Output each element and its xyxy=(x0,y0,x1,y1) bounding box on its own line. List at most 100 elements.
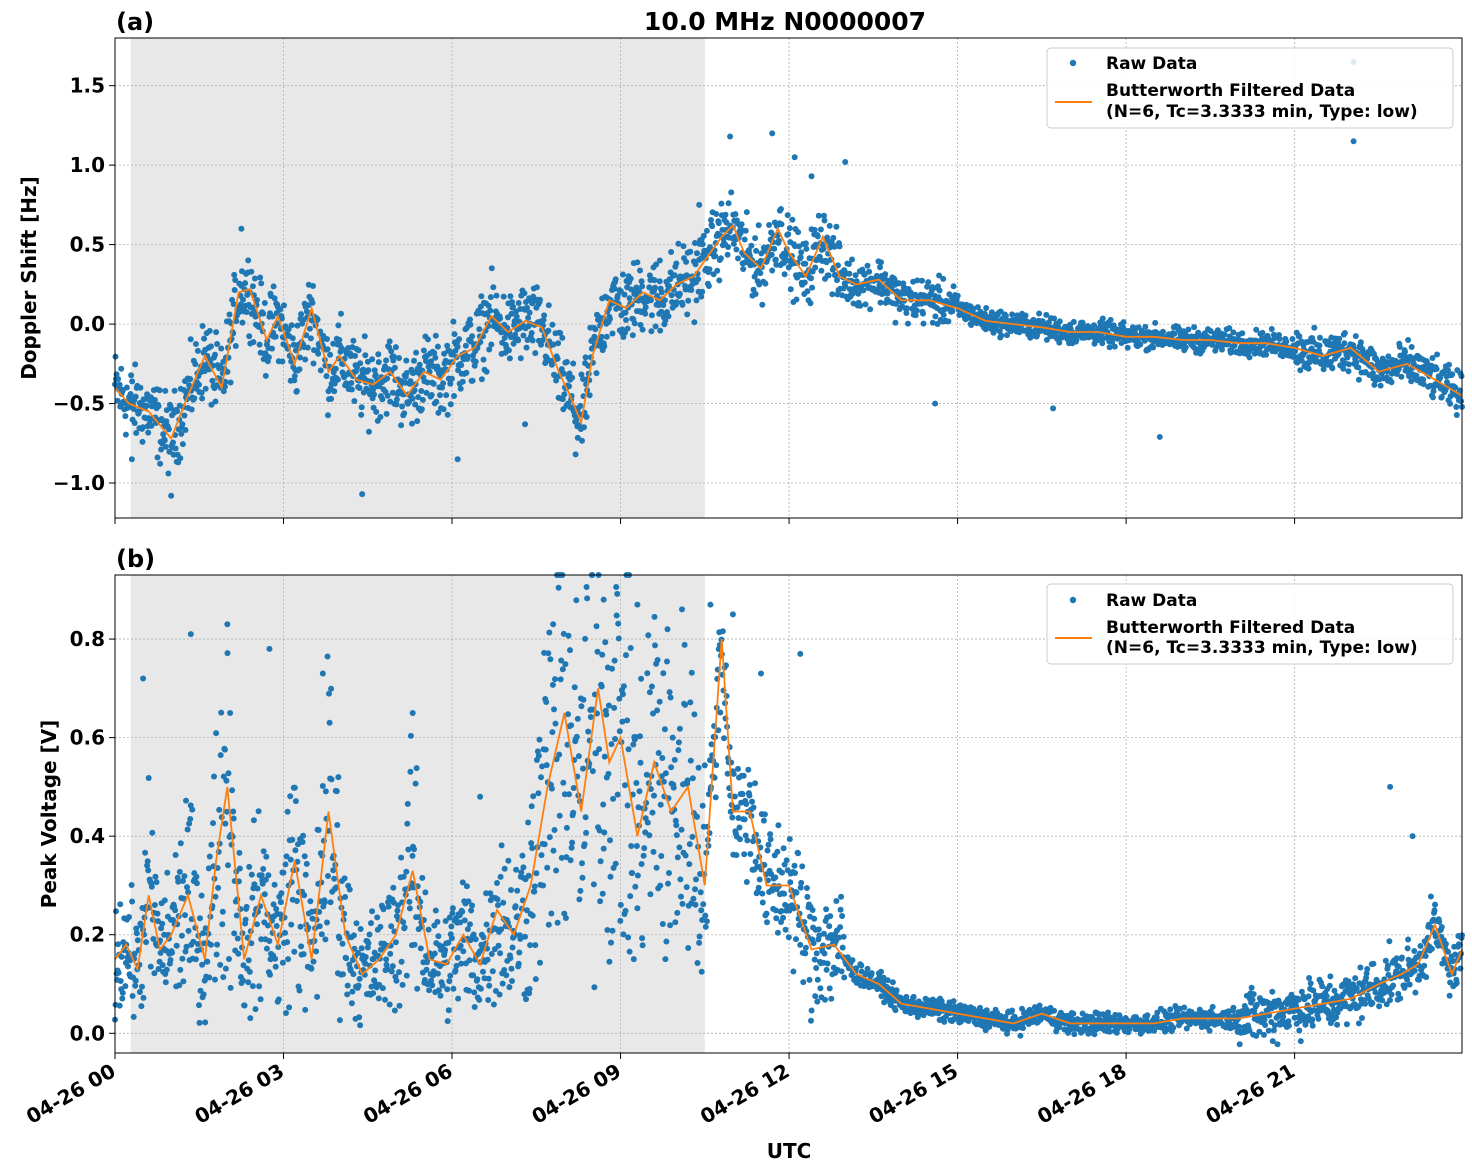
raw-point xyxy=(212,976,218,983)
raw-point xyxy=(290,341,297,348)
raw-point xyxy=(115,941,122,948)
raw-point xyxy=(765,841,772,848)
raw-point xyxy=(686,841,693,848)
raw-point xyxy=(555,340,562,347)
raw-point xyxy=(734,804,741,811)
raw-point xyxy=(119,989,126,996)
raw-point xyxy=(736,824,743,831)
raw-point xyxy=(129,993,136,999)
raw-point xyxy=(634,259,641,266)
raw-point xyxy=(291,784,298,791)
raw-point xyxy=(273,923,280,929)
raw-point xyxy=(257,996,264,1003)
raw-point xyxy=(1289,336,1296,342)
raw-point xyxy=(425,336,431,343)
raw-point xyxy=(516,949,523,956)
raw-point xyxy=(763,910,770,917)
raw-point xyxy=(393,401,400,408)
raw-point xyxy=(660,670,667,677)
raw-point xyxy=(153,879,160,886)
raw-point xyxy=(614,590,621,597)
raw-point xyxy=(282,861,289,868)
raw-point xyxy=(722,211,729,218)
raw-point xyxy=(738,221,745,228)
raw-point xyxy=(383,410,390,417)
raw-point xyxy=(1398,373,1405,380)
raw-point xyxy=(1283,338,1290,345)
raw-point xyxy=(1292,348,1299,355)
raw-point xyxy=(950,283,957,290)
raw-point xyxy=(221,746,228,753)
raw-point xyxy=(468,907,475,914)
raw-point xyxy=(866,268,873,275)
raw-point xyxy=(1355,376,1362,383)
raw-point xyxy=(1120,324,1126,331)
raw-point xyxy=(437,392,443,399)
raw-point xyxy=(570,785,577,791)
raw-point xyxy=(505,857,512,864)
raw-point xyxy=(344,991,351,998)
raw-point xyxy=(459,908,466,915)
raw-point xyxy=(467,321,474,328)
raw-point xyxy=(217,752,224,759)
raw-point xyxy=(177,455,184,462)
raw-point xyxy=(650,848,657,855)
raw-point xyxy=(698,907,705,914)
raw-point xyxy=(775,822,782,829)
raw-point xyxy=(1285,1022,1292,1029)
raw-point xyxy=(196,1019,203,1026)
raw-point xyxy=(411,846,417,853)
raw-point xyxy=(301,853,308,860)
raw-point xyxy=(627,645,634,651)
raw-point xyxy=(208,841,215,848)
raw-point xyxy=(783,857,790,864)
raw-point xyxy=(809,284,816,291)
raw-point xyxy=(607,316,613,322)
raw-point xyxy=(627,893,634,900)
raw-point xyxy=(700,901,707,908)
raw-point xyxy=(533,284,540,291)
raw-point xyxy=(433,398,440,405)
raw-point xyxy=(578,703,585,710)
raw-point xyxy=(414,418,421,425)
raw-point xyxy=(579,874,586,881)
raw-point xyxy=(160,431,167,438)
raw-point xyxy=(372,967,379,974)
raw-point xyxy=(842,158,849,165)
raw-point xyxy=(824,960,831,967)
raw-point xyxy=(207,941,214,948)
raw-point xyxy=(151,902,158,908)
raw-point xyxy=(184,826,191,833)
raw-point xyxy=(1009,1007,1016,1014)
raw-point xyxy=(1160,328,1166,335)
raw-point xyxy=(545,650,552,657)
raw-point xyxy=(333,788,340,795)
raw-point xyxy=(370,990,377,997)
raw-point xyxy=(313,948,320,955)
raw-point xyxy=(451,393,457,399)
raw-point xyxy=(817,985,824,992)
raw-point xyxy=(1111,343,1118,350)
raw-point xyxy=(608,939,614,946)
raw-point xyxy=(232,277,239,283)
raw-point xyxy=(426,987,433,994)
raw-point xyxy=(1297,1038,1304,1045)
raw-point xyxy=(1449,371,1456,378)
raw-point xyxy=(386,338,393,345)
raw-point xyxy=(717,709,724,716)
raw-point xyxy=(526,309,533,316)
raw-point xyxy=(657,327,664,334)
raw-point xyxy=(490,284,497,291)
raw-point xyxy=(448,923,455,930)
raw-point xyxy=(644,670,651,677)
raw-point xyxy=(1316,342,1323,349)
raw-point xyxy=(653,864,660,871)
y-axis-label-a: Doppler Shift [Hz] xyxy=(17,176,41,380)
raw-point xyxy=(187,816,194,822)
raw-point xyxy=(624,802,631,809)
raw-point xyxy=(143,939,150,946)
raw-point xyxy=(486,346,493,353)
raw-point xyxy=(684,311,691,318)
raw-point xyxy=(446,978,453,985)
raw-point xyxy=(1070,1010,1077,1017)
